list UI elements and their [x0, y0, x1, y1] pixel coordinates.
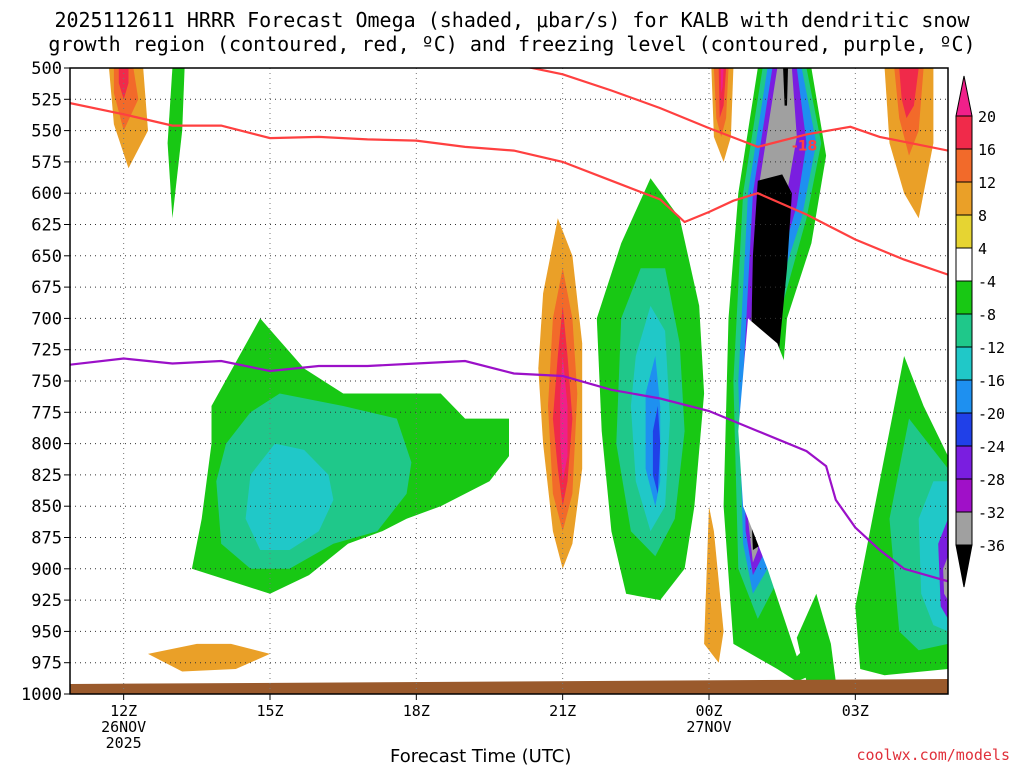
omega-region-31	[720, 68, 724, 93]
x-tick-label-0-1: 26NOV	[101, 718, 146, 736]
ground-band	[70, 679, 948, 694]
colorbar-label-0: 20	[978, 108, 996, 126]
dgz-contour-line-upper	[526, 68, 948, 152]
y-tick-label-0: 500	[31, 59, 62, 79]
omega-region-10	[245, 443, 334, 550]
freezing-level-line	[70, 357, 948, 583]
colorbar-swatch-12	[955, 511, 973, 546]
colorbar-label-10: -24	[978, 438, 1005, 456]
colorbar-label-11: -28	[978, 471, 1005, 489]
omega-region-19	[440, 606, 675, 687]
colorbar-label-8: -16	[978, 372, 1005, 390]
colorbar-swatch-3	[955, 214, 973, 249]
omega-region-12	[148, 643, 270, 672]
colorbar-swatch-6	[955, 313, 973, 348]
colorbar-label-9: -20	[978, 405, 1005, 423]
colorbar-label-6: -8	[978, 306, 996, 324]
y-tick-label-7: 675	[31, 278, 62, 298]
colorbar-label-3: 8	[978, 207, 987, 225]
colorbar-label-5: -4	[978, 273, 996, 291]
colorbar-top-arrow	[955, 75, 973, 117]
x-tick-label-1-0: 15Z	[256, 702, 283, 720]
omega-region-5	[260, 68, 280, 106]
y-tick-label-18: 950	[31, 622, 62, 642]
y-tick-label-6: 650	[31, 247, 62, 267]
colorbar-swatch-2	[955, 181, 973, 216]
omega-region-38	[783, 68, 788, 106]
colorbar-swatch-0	[955, 115, 973, 150]
contour-lines: -18	[70, 68, 948, 583]
y-tick-label-14: 850	[31, 497, 62, 517]
y-tick-label-11: 775	[31, 403, 62, 423]
y-tick-label-1: 525	[31, 90, 62, 110]
chart-title-line-2: growth region (contoured, red, ºC) and f…	[48, 32, 976, 56]
x-tick-label-3-0: 21Z	[549, 702, 576, 720]
ground-layer	[70, 679, 948, 694]
colorbar: 20 16 12 8 4 -4 -8 -12 -16 -20 -24 -28 -32 -36	[955, 75, 1005, 588]
y-tick-label-19: 975	[31, 654, 62, 674]
x-tick-label-2-0: 18Z	[403, 702, 430, 720]
colorbar-label-7: -12	[978, 339, 1005, 357]
y-tick-label-16: 900	[31, 560, 62, 580]
colorbar-swatch-11	[955, 478, 973, 513]
y-tick-label-2: 550	[31, 122, 62, 142]
colorbar-swatch-5	[955, 280, 973, 315]
colorbar-swatch-4	[955, 247, 973, 282]
dgz-contour-line	[70, 102, 948, 276]
omega-region-6	[309, 68, 480, 325]
omega-region-4	[167, 68, 185, 219]
chart-title-line-1: 2025112611 HRRR Forecast Omega (shaded, …	[54, 8, 970, 32]
colorbar-label-1: 16	[978, 141, 996, 159]
y-tick-label-3: 575	[31, 153, 62, 173]
x-tick-label-0-2: 2025	[106, 734, 142, 752]
x-tick-label-4-1: 27NOV	[686, 718, 731, 736]
omega-region-49	[796, 593, 836, 682]
x-tick-label-5-0: 03Z	[842, 702, 869, 720]
omega-region-42	[899, 68, 919, 119]
omega-region-7	[138, 356, 168, 507]
colorbar-swatch-8	[955, 379, 973, 414]
tick-labels: 500 525 550 575 600 625 650 675 700 725 750 775 800 8…	[21, 59, 869, 752]
colorbar-label-4: 4	[978, 240, 987, 258]
colorbar-swatch-9	[955, 412, 973, 447]
y-tick-label-8: 700	[31, 309, 62, 329]
y-tick-label-9: 725	[31, 341, 62, 361]
y-tick-label-4: 600	[31, 184, 62, 204]
colorbar-swatch-1	[955, 148, 973, 183]
colorbar-swatch-10	[955, 445, 973, 480]
omega-region-48	[738, 318, 841, 657]
omega-region-18	[560, 356, 568, 482]
omega-region-30	[718, 68, 727, 119]
x-tick-label-4-0: 00Z	[695, 702, 722, 720]
omega-region-47	[943, 556, 948, 601]
y-tick-label-12: 800	[31, 435, 62, 455]
y-tick-label-13: 825	[31, 466, 62, 486]
x-axis-title: Forecast Time (UTC)	[390, 746, 572, 767]
colorbar-label-2: 12	[978, 174, 996, 192]
omega-region-24	[652, 406, 661, 494]
y-tick-label-17: 925	[31, 591, 62, 611]
x-tick-label-0-0: 12Z	[110, 702, 137, 720]
site-credit[interactable]: coolwx.com/models	[856, 746, 1010, 764]
dgz-contour-label: -18	[792, 139, 817, 155]
y-tick-label-15: 875	[31, 529, 62, 549]
y-tick-label-20: 1000	[21, 685, 62, 705]
colorbar-label-12: -32	[978, 504, 1005, 522]
y-tick-label-5: 625	[31, 216, 62, 236]
colorbar-label-13: -36	[978, 537, 1005, 555]
colorbar-bottom-arrow	[955, 544, 973, 588]
colorbar-swatch-7	[955, 346, 973, 381]
omega-region-13	[318, 650, 383, 682]
y-tick-label-10: 750	[31, 372, 62, 392]
